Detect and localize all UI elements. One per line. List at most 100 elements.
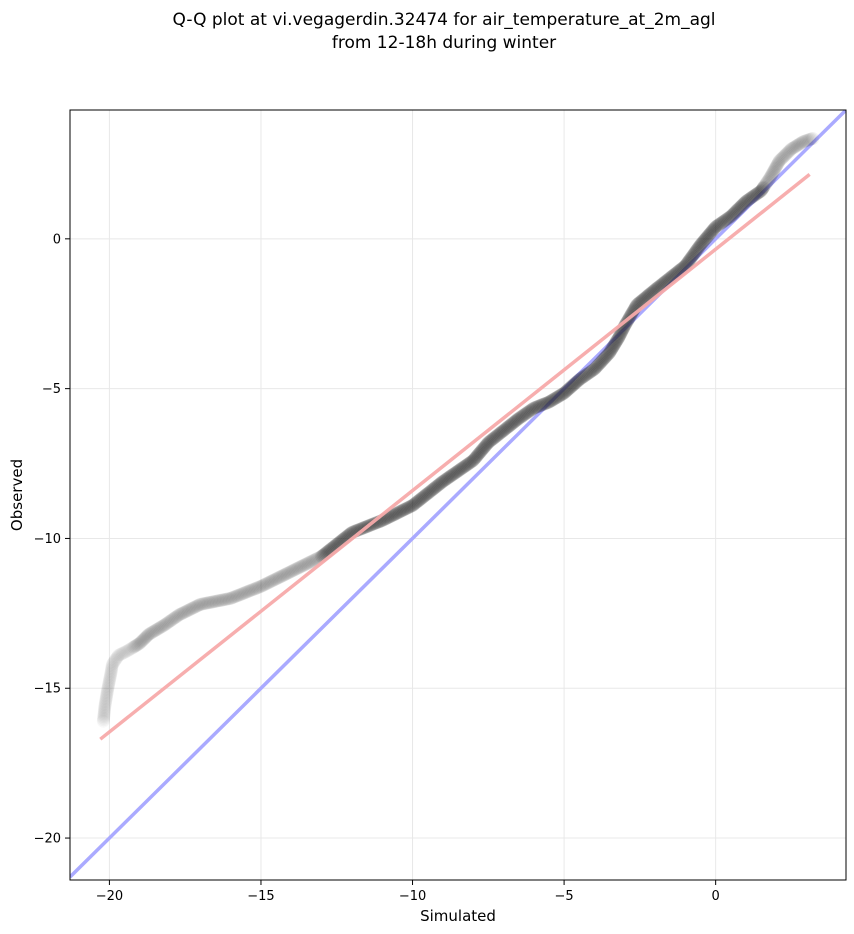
axis-ticks: −20 −15 −10 −5 0 −20 −15 −10 −5 0 <box>34 232 720 904</box>
qq-point <box>761 174 775 188</box>
qq-point <box>608 337 622 351</box>
qq-point <box>798 134 812 148</box>
qq-point <box>600 349 613 363</box>
qq-point <box>784 142 798 156</box>
qq-point <box>759 177 773 190</box>
qq-point <box>384 509 398 523</box>
qq-point <box>466 454 480 467</box>
qq-point <box>543 394 557 408</box>
qq-point <box>176 606 190 620</box>
qq-point <box>800 134 814 147</box>
qq-point <box>681 255 695 269</box>
qq-point <box>282 566 296 580</box>
qq-point <box>237 586 251 600</box>
qq-point <box>725 208 739 222</box>
fit-line <box>99 173 811 741</box>
qq-point <box>611 332 625 346</box>
qq-point <box>454 462 468 476</box>
qq-point <box>404 499 418 513</box>
qq-point <box>565 379 579 393</box>
qq-point <box>242 584 256 598</box>
qq-point <box>368 516 382 530</box>
qq-point <box>572 373 586 387</box>
qq-point <box>158 618 172 631</box>
qq-point <box>550 391 563 405</box>
x-axis-label: Simulated <box>420 907 496 925</box>
qq-point <box>524 403 538 417</box>
qq-point <box>257 578 271 592</box>
qq-point <box>511 413 524 426</box>
qq-point <box>301 556 315 570</box>
qq-point <box>457 460 470 474</box>
qq-point <box>591 358 605 372</box>
qq-point <box>287 563 301 577</box>
x-tick-label: 0 <box>712 889 720 904</box>
qq-point <box>580 367 594 381</box>
qq-point <box>567 378 581 391</box>
qq-point <box>721 211 735 225</box>
plot-area <box>70 110 846 879</box>
qq-point <box>470 449 484 463</box>
qq-point <box>187 601 201 615</box>
qq-point <box>221 592 235 606</box>
qq-point <box>789 139 803 153</box>
qq-point <box>460 458 474 472</box>
qq-point <box>595 355 608 368</box>
qq-point <box>539 396 553 410</box>
qq-point <box>481 436 495 450</box>
qq-point <box>185 601 199 615</box>
qq-point <box>783 143 797 157</box>
qq-point <box>459 459 473 473</box>
qq-point <box>189 599 203 613</box>
qq-point <box>300 557 314 571</box>
qq-point <box>738 196 752 209</box>
qq-point <box>545 394 558 408</box>
qq-point <box>224 591 238 605</box>
qq-point <box>235 587 249 601</box>
qq-point <box>728 205 742 219</box>
qq-point <box>165 613 178 627</box>
qq-point <box>609 334 623 348</box>
qq-point <box>770 159 783 173</box>
qq-point <box>296 559 310 572</box>
qq-point <box>569 376 583 389</box>
qq-point <box>128 639 142 653</box>
qq-point <box>413 493 426 507</box>
qq-point <box>687 247 701 260</box>
qq-point <box>195 597 209 611</box>
qq-point <box>682 254 696 268</box>
qq-point <box>438 473 452 487</box>
qq-point <box>739 194 753 208</box>
qq-point <box>588 361 602 375</box>
qq-point <box>450 465 464 478</box>
qq-point <box>254 579 268 593</box>
qq-point <box>279 567 293 581</box>
qq-point <box>727 206 741 220</box>
qq-point <box>437 474 451 488</box>
qq-point <box>685 250 699 264</box>
qq-point <box>246 583 260 597</box>
qq-point <box>239 585 253 599</box>
qq-point <box>563 381 576 395</box>
qq-point <box>607 338 621 352</box>
x-tick-label: −20 <box>96 889 123 904</box>
qq-point <box>479 438 493 452</box>
qq-point <box>219 592 233 606</box>
qq-point <box>261 576 275 590</box>
qq-point <box>758 178 772 192</box>
qq-point <box>434 476 447 490</box>
qq-point <box>546 393 560 407</box>
qq-point <box>551 390 565 404</box>
qq-point <box>424 484 438 498</box>
qq-point <box>697 233 711 247</box>
qq-point <box>577 369 591 383</box>
qq-point <box>483 435 496 449</box>
qq-point <box>280 566 294 580</box>
qq-point <box>421 487 435 500</box>
qq-point <box>249 582 262 596</box>
qq-point <box>692 240 706 254</box>
qq-point <box>744 191 758 205</box>
qq-point <box>284 564 298 578</box>
qq-point <box>396 503 410 517</box>
